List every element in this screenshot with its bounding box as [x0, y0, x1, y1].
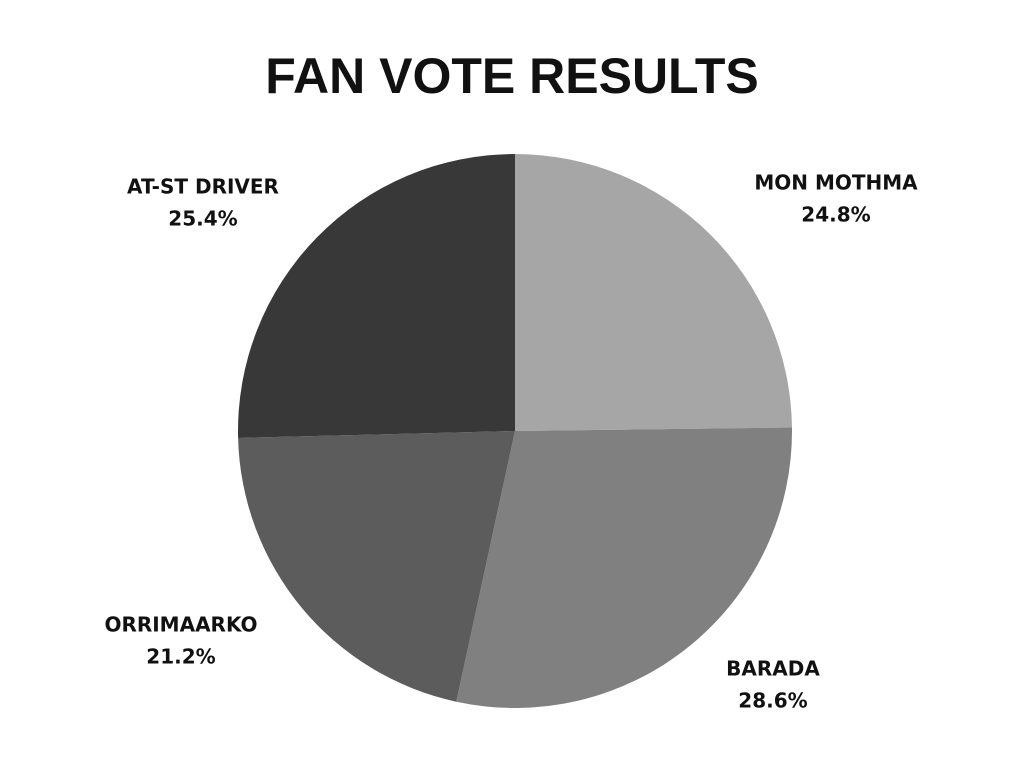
- slice-value-label: 25.4%: [168, 207, 237, 231]
- pie-slice: [515, 154, 792, 431]
- slice-value-label: 24.8%: [801, 203, 870, 227]
- pie-slice: [238, 154, 515, 438]
- slice-label: AT-ST DRIVER: [127, 175, 279, 199]
- slice-value-label: 28.6%: [738, 689, 807, 713]
- slice-label: BARADA: [726, 657, 820, 681]
- slice-label: MON MOTHMA: [754, 171, 918, 195]
- pie-slice: [238, 431, 516, 702]
- pie-slice: [456, 427, 793, 708]
- slice-label: ORRIMAARKO: [104, 613, 257, 637]
- chart-title: FAN VOTE RESULTS: [265, 48, 759, 104]
- slice-value-label: 21.2%: [146, 645, 215, 669]
